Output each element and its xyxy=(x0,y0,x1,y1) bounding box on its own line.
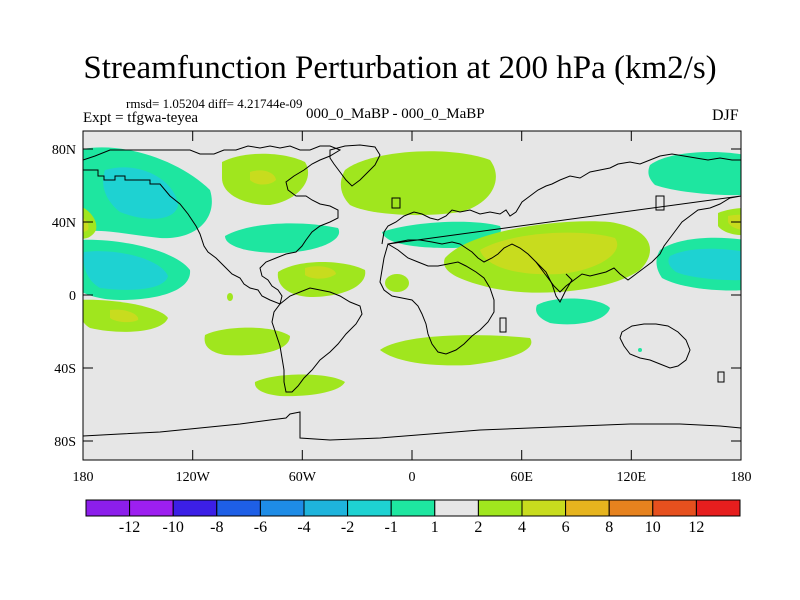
contour-west-pacific-east-core xyxy=(668,248,741,281)
coastline-greenland xyxy=(329,144,381,187)
contour-asia-positive-core xyxy=(480,232,618,275)
lat-tick-label: 40N xyxy=(52,216,76,231)
colorbar-label: 6 xyxy=(562,519,570,536)
lon-tick-label: 120W xyxy=(176,470,211,485)
lon-tick-label: 180 xyxy=(731,470,752,485)
plot-title: Streamfunction Perturbation at 200 hPa (… xyxy=(83,50,717,86)
contour-north-pacific-west-core xyxy=(103,167,178,219)
colorbar-label: 1 xyxy=(431,519,439,536)
colorbar: -12 -10 -8 -6 -4 -2 -1 1 2 4 6 8 10 12 xyxy=(85,499,741,536)
colorbar-label: 8 xyxy=(605,519,613,536)
lat-tick-label: 0 xyxy=(69,289,76,304)
lon-axis: 180 120W 60W 0 60E 120E 180 xyxy=(73,131,752,485)
contour-south-america-south-positive xyxy=(254,374,345,397)
colorbar-swatch xyxy=(652,499,697,517)
season-label: DJF xyxy=(712,107,739,124)
colorbar-label: -8 xyxy=(210,519,223,536)
lon-tick-label: 60W xyxy=(289,470,317,485)
colorbar-label: -12 xyxy=(119,519,140,536)
colorbar-swatch xyxy=(695,499,741,517)
lon-tick-label: 120E xyxy=(617,470,647,485)
contour-west-pacific-positive-core xyxy=(83,217,89,232)
colorbar-swatch xyxy=(347,499,392,517)
contour-atlantic-negative xyxy=(225,223,340,253)
contour-fields xyxy=(83,147,741,397)
coastlines xyxy=(83,144,741,441)
colorbar-label: 4 xyxy=(518,519,526,536)
lon-tick-label: 180 xyxy=(73,470,94,485)
contour-eurasia-north-positive xyxy=(340,151,496,216)
coastline-madagascar xyxy=(499,317,507,333)
coastline-new-zealand xyxy=(717,371,725,383)
contour-east-pacific-low-core xyxy=(83,251,168,290)
coastline-eurasia xyxy=(381,153,741,293)
contour-indian-ocean-negative xyxy=(536,298,610,325)
colorbar-swatch xyxy=(477,499,523,517)
coastline-japan xyxy=(655,195,665,211)
coastline-africa xyxy=(379,243,495,355)
contour-africa-blob xyxy=(385,274,409,292)
colorbar-swatch xyxy=(565,499,610,517)
lon-tick-label: 60E xyxy=(510,470,533,485)
lat-tick-label: 80N xyxy=(52,143,76,158)
coastline-south-america xyxy=(271,287,363,393)
colorbar-swatch xyxy=(390,499,436,517)
lat-axis: 80N 40N 0 40S 80S xyxy=(52,143,741,450)
lon-tick-label: 0 xyxy=(409,470,416,485)
contour-north-pacific-east-negative xyxy=(648,152,741,196)
experiment-label: Expt = tfgwa-teyea xyxy=(83,110,199,126)
colorbar-swatch xyxy=(259,499,305,517)
colorbar-label: -1 xyxy=(385,519,398,536)
coastline-north-america xyxy=(83,145,342,305)
contour-small-blob xyxy=(227,293,233,301)
contour-north-america-positive-core xyxy=(250,170,276,185)
colorbar-label: -4 xyxy=(297,519,310,536)
colorbar-label: -2 xyxy=(341,519,354,536)
colorbar-swatch xyxy=(608,499,654,517)
colorbar-swatch xyxy=(303,499,349,517)
rmsd-label: rmsd= 1.05204 diff= 4.21744e-09 xyxy=(126,96,303,111)
coastline-uk xyxy=(391,197,401,209)
colorbar-label: -10 xyxy=(163,519,184,536)
colorbar-label: 2 xyxy=(474,519,482,536)
colorbar-swatch xyxy=(85,499,131,517)
coastline-australia xyxy=(619,323,691,369)
colorbar-swatch xyxy=(129,499,174,517)
contour-small-dot-australia xyxy=(638,348,642,352)
coastline-antarctica xyxy=(83,411,741,441)
comparison-label: 000_0_MaBP - 000_0_MaBP xyxy=(306,106,485,122)
colorbar-swatch xyxy=(216,499,261,517)
contour-southeast-pacific-positive xyxy=(204,327,290,356)
contour-south-america-positive-core xyxy=(305,266,336,279)
colorbar-label: 10 xyxy=(645,519,661,536)
contour-south-pacific-positive-core xyxy=(110,309,139,323)
lat-tick-label: 80S xyxy=(54,435,76,450)
colorbar-swatch xyxy=(521,499,567,517)
colorbar-label: 12 xyxy=(688,519,704,536)
colorbar-label: -6 xyxy=(254,519,267,536)
contour-south-america-positive xyxy=(277,262,366,297)
colorbar-swatch xyxy=(434,499,479,517)
colorbar-swatch xyxy=(172,499,218,517)
lat-tick-label: 40S xyxy=(54,362,76,377)
coastline-india xyxy=(535,261,573,303)
